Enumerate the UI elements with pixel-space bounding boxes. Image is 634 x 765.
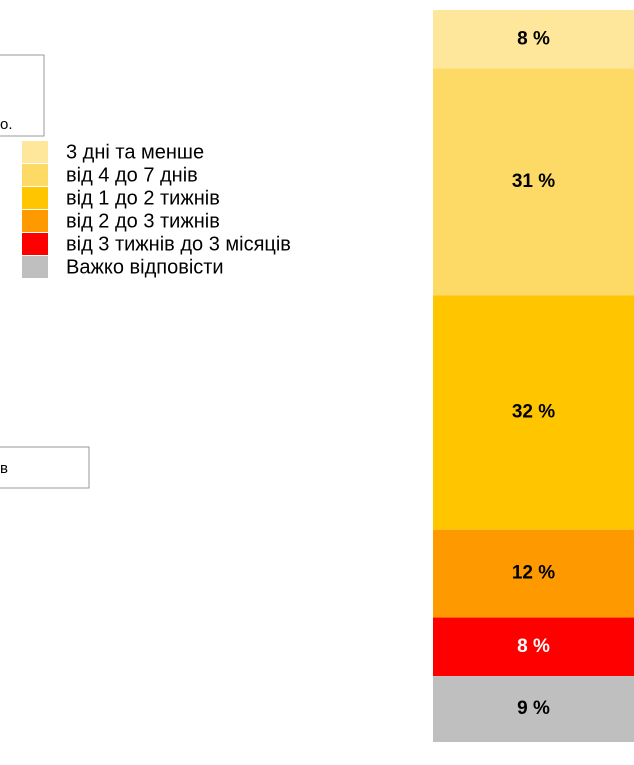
value-label: 8 % bbox=[517, 28, 550, 49]
legend-label: 3 дні та менше bbox=[66, 141, 204, 163]
legend-swatch bbox=[22, 210, 48, 232]
legend-swatch bbox=[22, 256, 48, 278]
annotation: в bbox=[0, 460, 8, 477]
bar-segment bbox=[433, 529, 634, 618]
legend-label: Важко відповісти bbox=[66, 256, 224, 278]
legend-swatch bbox=[22, 141, 48, 163]
bar-segment bbox=[433, 10, 634, 69]
value-label: 8 % bbox=[517, 636, 550, 657]
value-label: 32 % bbox=[512, 402, 555, 423]
value-label: 31 % bbox=[512, 171, 555, 192]
annotation: о. bbox=[0, 116, 13, 133]
annotation-box bbox=[0, 446, 90, 489]
bar-segment bbox=[433, 68, 634, 296]
legend-swatch bbox=[22, 187, 48, 209]
legend-label: від 3 тижнів до 3 місяців bbox=[66, 233, 291, 255]
annotation-box bbox=[0, 54, 45, 137]
bar-segment bbox=[433, 676, 634, 742]
legend-label: від 2 до 3 тижнів bbox=[66, 210, 220, 232]
bar-segment bbox=[433, 617, 634, 677]
legend-swatch bbox=[22, 164, 48, 186]
value-label: 9 % bbox=[517, 698, 550, 719]
value-label: 12 % bbox=[512, 563, 555, 584]
legend-label: від 4 до 7 днів bbox=[66, 164, 198, 186]
bar-segment bbox=[433, 295, 634, 530]
legend-swatch bbox=[22, 233, 48, 255]
legend-label: від 1 до 2 тижнів bbox=[66, 187, 220, 209]
